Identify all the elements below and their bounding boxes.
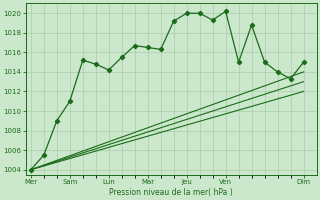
X-axis label: Pression niveau de la mer( hPa ): Pression niveau de la mer( hPa ) — [109, 188, 233, 197]
